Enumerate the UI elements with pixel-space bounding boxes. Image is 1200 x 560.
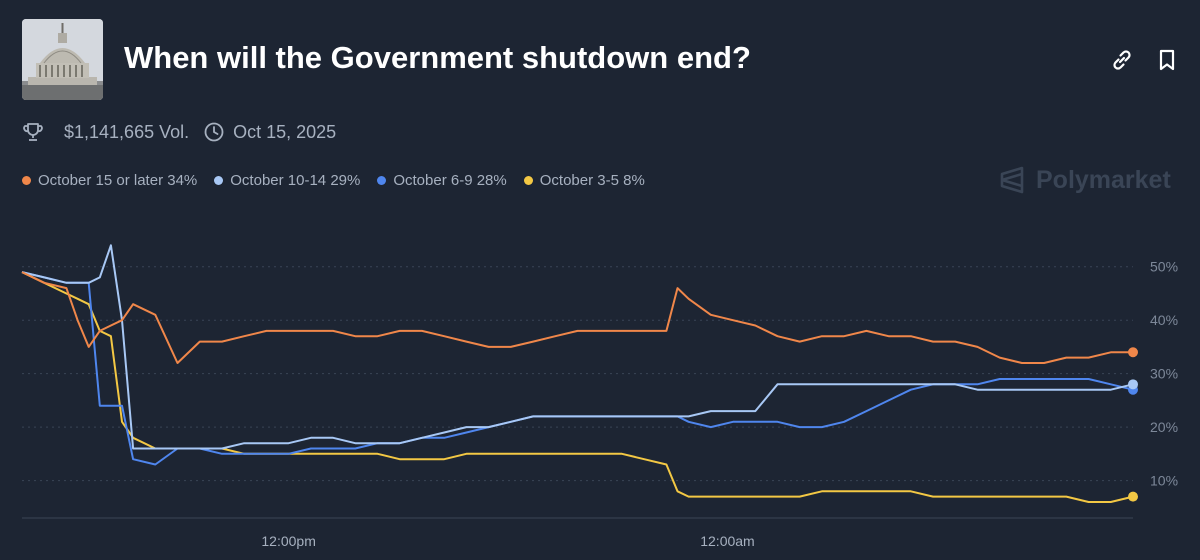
x-tick-label: 12:00pm [261, 533, 315, 549]
legend-item-oct-10-14[interactable]: October 10-14 29% [214, 172, 360, 189]
y-tick-label: 20% [1150, 419, 1178, 435]
y-tick-label: 10% [1150, 473, 1178, 489]
x-tick-label: 12:00am [700, 533, 754, 549]
brand-name: Polymarket [1036, 165, 1171, 194]
capitol-building-image [22, 19, 103, 100]
trophy-icon [22, 121, 44, 143]
y-tick-label: 40% [1150, 312, 1178, 328]
legend-dot [523, 175, 533, 185]
page-title: When will the Government shutdown end? [124, 40, 751, 75]
link-icon [1113, 50, 1131, 70]
legend-dot [214, 175, 224, 185]
polymarket-logo-icon [1000, 166, 1024, 194]
chart-legend: October 15 or later 34% October 10-14 29… [22, 169, 662, 191]
legend-label: October 15 or later 34% [38, 171, 198, 189]
legend-item-oct-6-9[interactable]: October 6-9 28% [377, 171, 507, 189]
series-end-point [1128, 491, 1138, 502]
series-line-october-15-or-later[interactable] [21, 271, 1133, 364]
volume-text: $1,141,665 Vol. [64, 121, 190, 142]
y-tick-label: 50% [1150, 259, 1178, 275]
legend-label: October 3-5 8% [539, 171, 645, 189]
y-tick-label: 30% [1150, 366, 1178, 382]
polymarket-watermark: Polymarket [998, 165, 1171, 195]
legend-dot [22, 175, 31, 185]
end-date-text: Oct 15, 2025 [233, 121, 337, 142]
series-end-point [1128, 347, 1138, 358]
series-line-october-6-9[interactable] [21, 271, 1134, 466]
legend-label: October 10-14 29% [230, 171, 361, 189]
legend-dot [377, 175, 387, 185]
market-meta: $1,141,665 Vol. Oct 15, 2025 [22, 119, 336, 145]
clock-icon [203, 121, 225, 143]
legend-item-oct-15-later[interactable]: October 15 or later 34% [22, 172, 197, 189]
legend-item-oct-3-5[interactable]: October 3-5 8% [523, 171, 645, 189]
series-line-october-10-14[interactable] [21, 244, 1134, 450]
bookmark-icon [1159, 49, 1175, 71]
bookmark-button[interactable] [1153, 46, 1181, 74]
link-button[interactable] [1108, 46, 1136, 74]
series-end-point [1128, 379, 1138, 390]
price-chart[interactable]: 10% 20% 30% 40% 50% 12:00pm 12:00am [0, 230, 1200, 560]
legend-label: October 6-9 28% [393, 171, 507, 189]
